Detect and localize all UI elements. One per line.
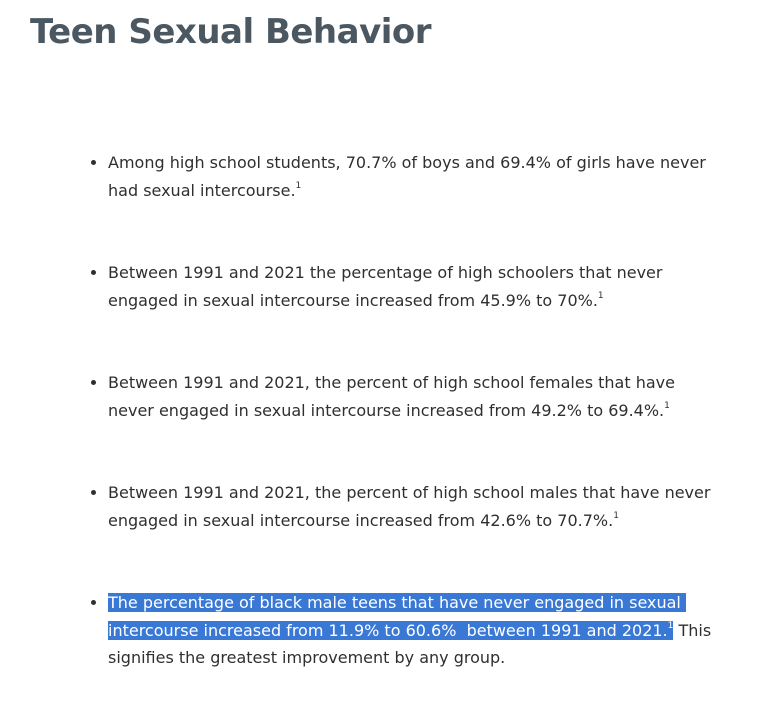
page-title: Teen Sexual Behavior	[30, 12, 432, 52]
fact-item: Among high school students, 70.7% of boy…	[108, 149, 720, 204]
fact-item: Between 1991 and 2021 the percentage of …	[108, 259, 720, 314]
footnote-ref[interactable]: 1	[613, 510, 619, 521]
fact-text: Between 1991 and 2021 the percentage of …	[108, 263, 668, 310]
fact-list: Among high school students, 70.7% of boy…	[90, 94, 720, 727]
fact-item: Between 1991 and 2021, the percent of hi…	[108, 369, 720, 424]
fact-text: The percentage of black male teens that …	[108, 593, 686, 640]
highlighted-text: The percentage of black male teens that …	[108, 593, 686, 640]
footnote-ref[interactable]: 1	[664, 400, 670, 411]
footnote-ref[interactable]: 1	[295, 180, 302, 191]
fact-text: Among high school students, 70.7% of boy…	[108, 153, 711, 200]
footnote-ref[interactable]: 1	[597, 290, 604, 301]
fact-text: Between 1991 and 2021, the percent of hi…	[108, 483, 716, 530]
fact-item: Between 1991 and 2021, the percent of hi…	[108, 479, 720, 534]
fact-text: Between 1991 and 2021, the percent of hi…	[108, 373, 681, 420]
page: Teen Sexual Behavior Among high school s…	[0, 0, 782, 401]
fact-item: The percentage of black male teens that …	[108, 589, 720, 672]
